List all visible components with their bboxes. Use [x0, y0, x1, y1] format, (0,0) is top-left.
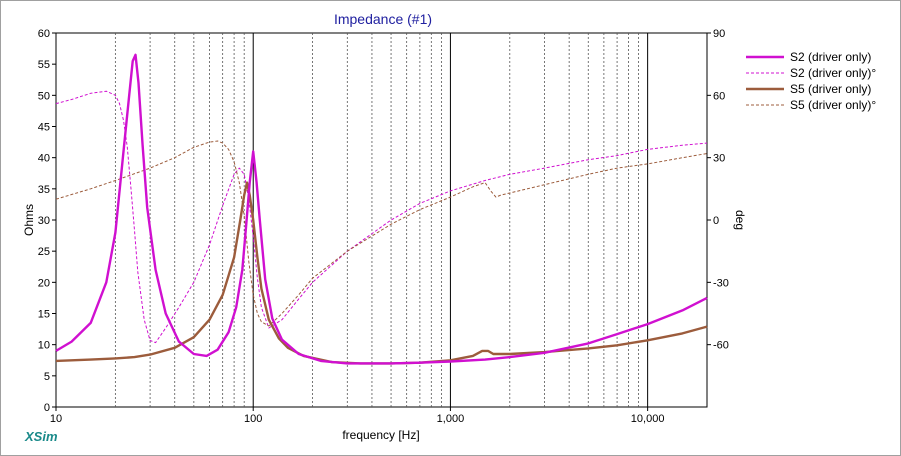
y-tick-label: 10 [38, 340, 50, 352]
y2-tick-label: 0 [713, 215, 719, 227]
x-tick-label: 10 [50, 413, 62, 425]
x-tick-label: 10,000 [631, 413, 665, 425]
legend-item[interactable]: S5 (driver only) [746, 82, 871, 96]
y-tick-label: 5 [44, 371, 50, 383]
legend-label: S2 (driver only) [790, 50, 871, 64]
y2-tick-label: -60 [713, 340, 729, 352]
y-tick-label: 20 [38, 277, 50, 289]
y-tick-label: 25 [38, 246, 50, 258]
y-axis-label: Ohms [22, 204, 36, 236]
legend[interactable]: S2 (driver only) S2 (driver only)° S5 (dri… [746, 50, 876, 112]
series-line-4 [55, 140, 708, 327]
legend-item[interactable]: S5 (driver only)° [746, 98, 876, 112]
y-axis-left: 0 5 10 15 20 25 30 35 40 45 50 55 60 [38, 28, 56, 414]
x-tick-label: 100 [244, 413, 262, 425]
legend-label: S5 (driver only) [790, 82, 871, 96]
legend-label: S2 (driver only)° [790, 66, 876, 80]
y-tick-label: 45 [38, 122, 50, 134]
y-axis-right: -60 -30 0 30 60 90 [707, 28, 729, 352]
x-tick-label: 1,000 [437, 413, 465, 425]
plot-area [55, 32, 708, 408]
xsim-logo: XSim [24, 429, 58, 444]
y-tick-label: 40 [38, 153, 50, 165]
y2-tick-label: 30 [713, 153, 725, 165]
x-axis: 10 100 1,000 10,000 [50, 407, 665, 425]
series-lines [55, 53, 708, 365]
y2-axis-label: deg [733, 210, 747, 230]
y-tick-label: 15 [38, 309, 50, 321]
legend-item[interactable]: S2 (driver only) [746, 50, 871, 64]
chart-title: Impedance (#1) [334, 11, 432, 27]
series-line-1 [55, 53, 708, 365]
y2-tick-label: -30 [713, 277, 729, 289]
legend-label: S5 (driver only)° [790, 98, 876, 112]
y2-tick-label: 60 [713, 90, 725, 102]
series-line-2 [55, 90, 708, 344]
y-tick-label: 0 [44, 402, 50, 414]
x-axis-label: frequency [Hz] [342, 428, 419, 442]
y2-tick-label: 90 [713, 28, 725, 40]
y-tick-label: 35 [38, 184, 50, 196]
legend-item[interactable]: S2 (driver only)° [746, 66, 876, 80]
y-tick-label: 30 [38, 215, 50, 227]
y-tick-label: 55 [38, 59, 50, 71]
y-tick-label: 50 [38, 90, 50, 102]
series-line-3 [55, 181, 708, 365]
y-tick-label: 60 [38, 28, 50, 40]
